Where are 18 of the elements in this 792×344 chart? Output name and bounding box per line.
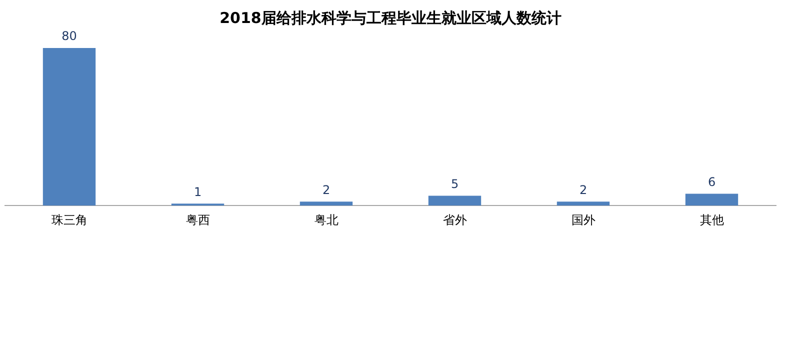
x-tick-label: 粤西 [186,212,210,227]
data-label: 5 [450,176,459,191]
bar [685,194,738,206]
x-tick-label: 省外 [442,212,467,227]
chart-title: 2018届给排水科学与工程毕业生就业区域人数统计 [220,8,562,27]
bar [42,48,96,206]
data-label: 2 [579,182,588,197]
data-label: 1 [194,184,202,199]
x-tick-label: 国外 [571,212,596,227]
bar [428,196,482,206]
data-label: 80 [62,29,77,44]
bar [300,202,353,206]
data-label: 2 [322,182,330,197]
data-label: 6 [708,174,716,189]
x-tick-label: 粤北 [314,212,338,227]
x-tick-label: 珠三角 [51,212,88,227]
x-tick-label: 其他 [700,212,724,227]
bar [556,202,610,206]
